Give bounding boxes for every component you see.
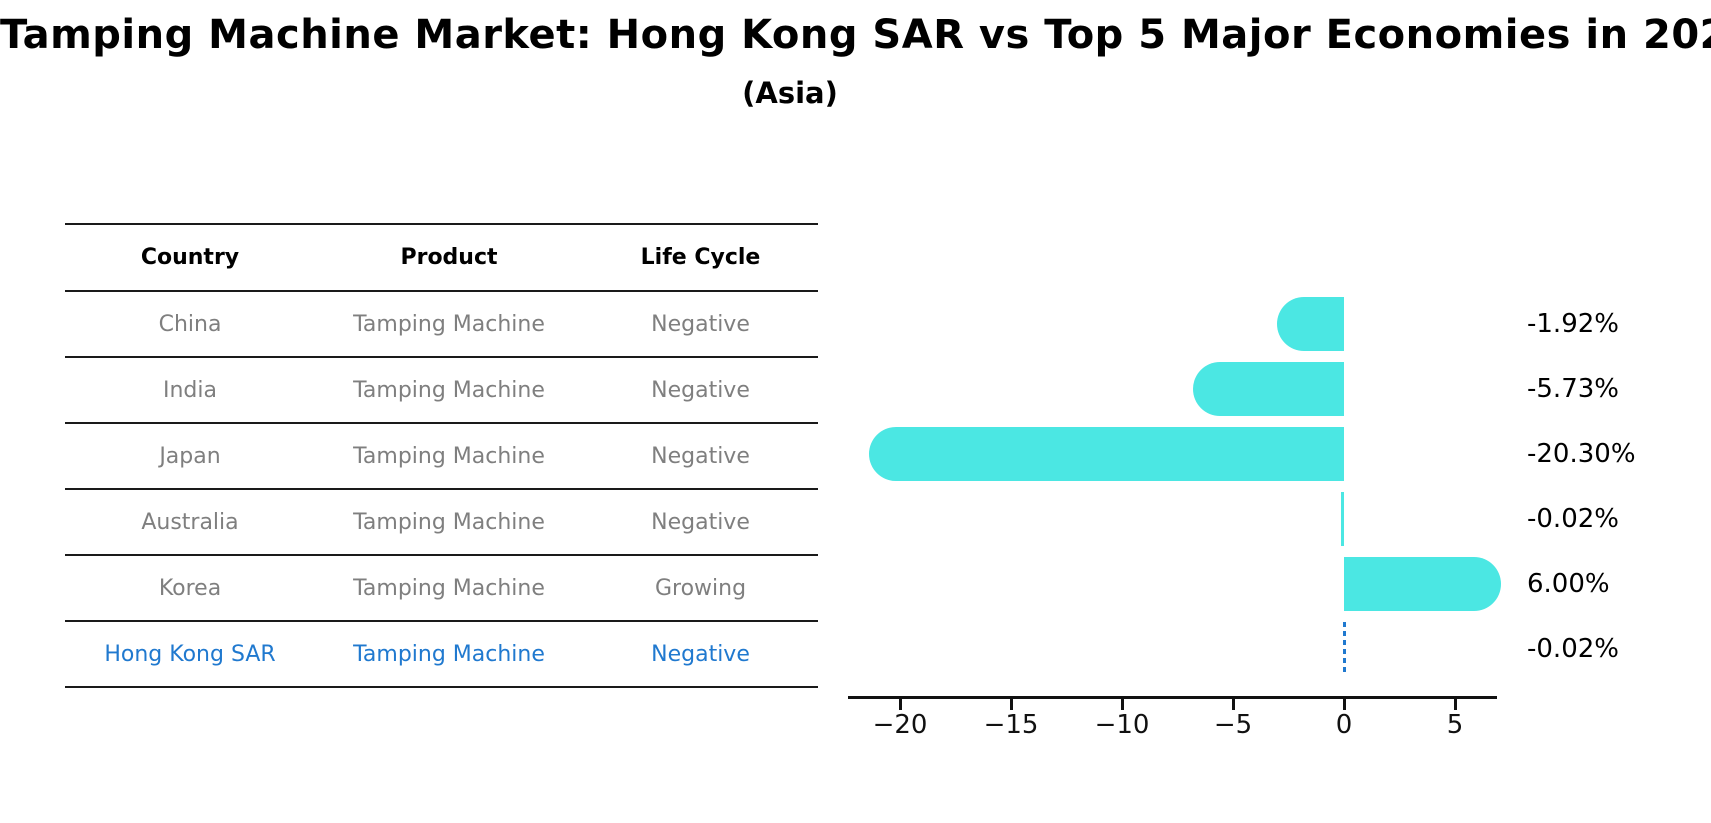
- x-axis-tick-label: −20: [872, 710, 928, 740]
- table-row: Korea Tamping Machine Growing: [65, 555, 818, 621]
- cell-country: Australia: [141, 509, 239, 535]
- cell-lifecycle: Negative: [651, 377, 750, 403]
- x-axis-tick-label: 5: [1446, 710, 1464, 740]
- x-axis-tick: [1232, 699, 1235, 710]
- cell-product: Tamping Machine: [353, 377, 545, 403]
- x-axis-tick-label: −15: [983, 710, 1039, 740]
- cell-lifecycle: Negative: [651, 311, 750, 337]
- cell-lifecycle: Negative: [651, 443, 750, 469]
- col-header-country: Country: [140, 245, 240, 270]
- table-row: India Tamping Machine Negative: [65, 357, 818, 423]
- x-axis-tick-label: −10: [1094, 710, 1150, 740]
- x-axis-tick-label: −5: [1213, 710, 1253, 740]
- value-label-india: -5.73%: [1527, 374, 1619, 404]
- cell-lifecycle: Negative: [651, 641, 750, 667]
- cell-country: China: [158, 311, 222, 337]
- chart-title: Tamping Machine Market: Hong Kong SAR vs…: [0, 12, 1711, 58]
- cell-product: Tamping Machine: [353, 509, 545, 535]
- cell-product: Tamping Machine: [353, 575, 545, 601]
- x-axis-tick: [1010, 699, 1013, 710]
- table-header-row: Country Product Life Cycle: [65, 224, 818, 291]
- country-table: Country Product Life Cycle China Tamping…: [65, 223, 818, 688]
- bar-japan: [869, 427, 1344, 481]
- cell-country: Korea: [158, 575, 222, 601]
- table-row: China Tamping Machine Negative: [65, 291, 818, 357]
- x-axis-line: [848, 696, 1497, 699]
- col-header-lifecycle: Life Cycle: [640, 245, 761, 270]
- value-label-hong-kong-sar: -0.02%: [1527, 634, 1619, 664]
- bar-china: [1277, 297, 1344, 351]
- cell-product: Tamping Machine: [353, 311, 545, 337]
- table-row: Australia Tamping Machine Negative: [65, 489, 818, 555]
- value-label-australia: -0.02%: [1527, 504, 1619, 534]
- table-row: Japan Tamping Machine Negative: [65, 423, 818, 489]
- chart-subtitle: (Asia): [742, 76, 838, 110]
- col-header-product: Product: [400, 245, 498, 270]
- table-row-highlighted: Hong Kong SAR Tamping Machine Negative: [65, 621, 818, 687]
- value-label-japan: -20.30%: [1527, 439, 1636, 469]
- cell-product: Tamping Machine: [353, 443, 545, 469]
- value-label-korea: 6.00%: [1527, 569, 1610, 599]
- x-axis-tick: [899, 699, 902, 710]
- x-axis-tick: [1343, 699, 1346, 710]
- x-axis-tick: [1121, 699, 1124, 710]
- x-axis-tick: [1454, 699, 1457, 710]
- value-label-china: -1.92%: [1527, 309, 1619, 339]
- cell-product: Tamping Machine: [353, 641, 545, 667]
- bar-korea: [1344, 557, 1502, 611]
- cell-country: India: [163, 377, 217, 403]
- cell-lifecycle: Growing: [654, 575, 747, 601]
- x-axis-tick-label: 0: [1335, 710, 1353, 740]
- cell-country: Hong Kong SAR: [104, 641, 276, 667]
- bar-hong-kong-sar: [1343, 622, 1346, 676]
- bar-australia: [1341, 492, 1344, 546]
- cell-lifecycle: Negative: [651, 509, 750, 535]
- cell-country: Japan: [159, 443, 221, 469]
- bar-india: [1192, 362, 1344, 416]
